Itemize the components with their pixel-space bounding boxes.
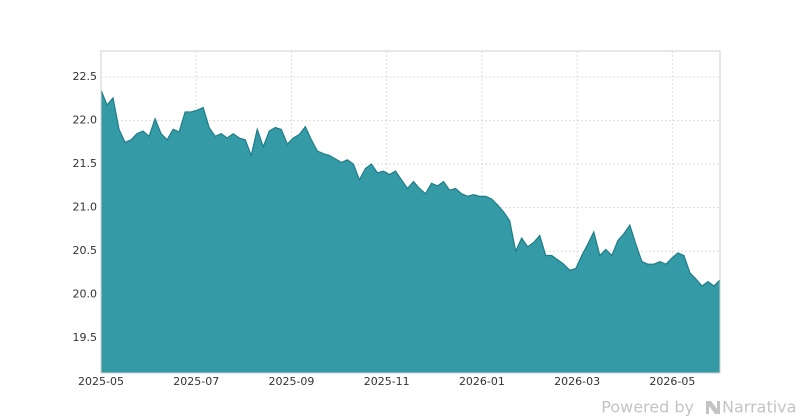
x-tick-label: 2025-09 [268,375,314,388]
y-tick-label: 22.0 [73,114,98,127]
brand-logo [706,401,720,414]
area [101,90,720,373]
y-tick-label: 22.5 [73,70,98,83]
x-tick-label: 2025-11 [364,375,410,388]
footer-brand: Narrativa [722,398,796,417]
x-tick-label: 2026-03 [554,375,600,388]
x-tick-label: 2025-07 [173,375,219,388]
x-tick-label: 2026-01 [459,375,505,388]
y-tick-label: 20.5 [73,244,98,257]
y-tick-label: 20.0 [73,288,98,301]
y-tick-label: 21.5 [73,157,98,170]
y-tick-label: 19.5 [73,331,98,344]
x-tick-label: 2025-05 [78,375,124,388]
area-line [100,89,721,287]
x-tick-label: 2026-05 [649,375,695,388]
footer-prefix: Powered by [601,398,694,417]
y-tick-label: 21.0 [73,201,98,214]
plot-frame [100,50,721,374]
